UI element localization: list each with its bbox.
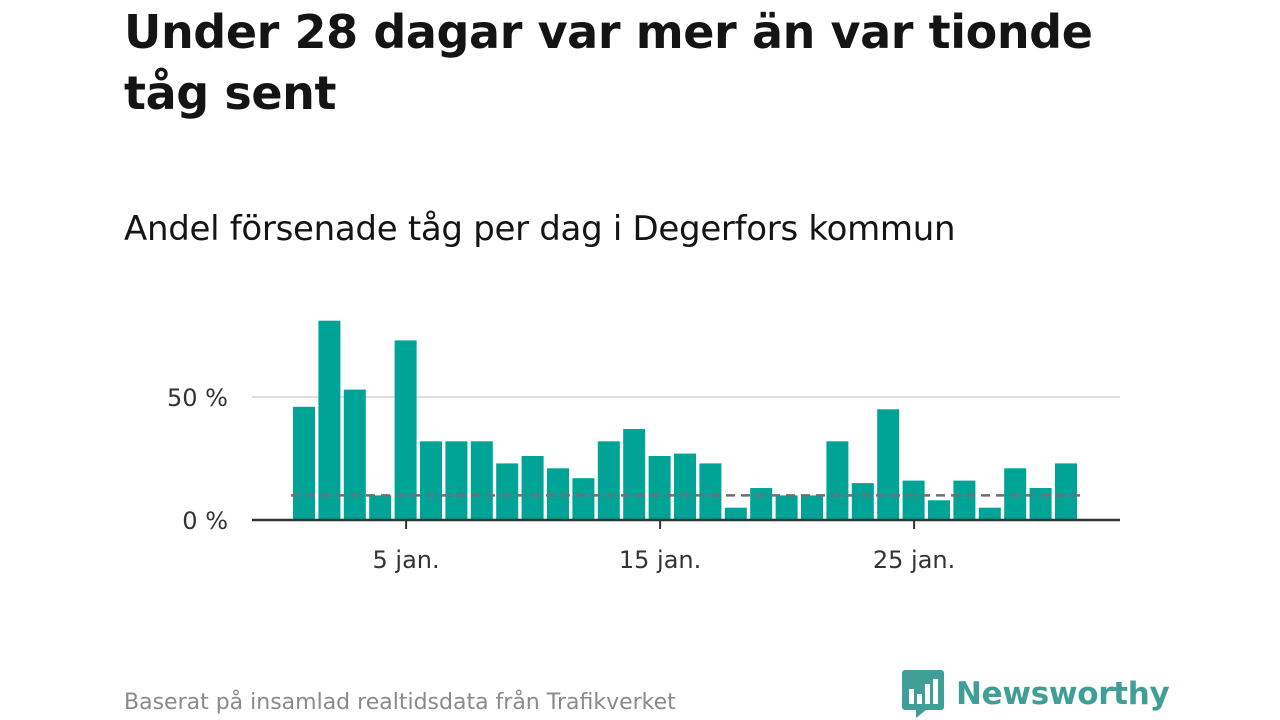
- x-axis: 5 jan. 15 jan. 25 jan.: [252, 518, 1120, 574]
- bar-day-21: [801, 495, 823, 520]
- y-axis-labels: 0 % 50 %: [167, 384, 228, 535]
- bars: [293, 320, 1077, 520]
- bar-day-26: [928, 500, 950, 520]
- bar-day-12: [572, 478, 595, 520]
- chart-title: Under 28 dagar var mer än var tionde tåg…: [124, 5, 1093, 120]
- chart-subtitle: Andel försenade tåg per dag i Degerfors …: [124, 209, 956, 249]
- bar-day-30: [1029, 488, 1052, 520]
- bar-day-23: [851, 483, 874, 520]
- bar-day-11: [547, 468, 569, 520]
- bar-day-22: [826, 441, 849, 520]
- bar-day-9: [496, 463, 519, 520]
- bar-day-4: [369, 495, 392, 520]
- bar-day-10: [521, 456, 544, 520]
- bar-day-27: [953, 480, 976, 520]
- source-note: Baserat på insamlad realtidsdata från Tr…: [124, 690, 676, 715]
- bar-day-31: [1055, 463, 1077, 520]
- bar-day-20: [775, 495, 798, 520]
- bar-day-16: [674, 453, 696, 520]
- x-tick-label: 15 jan.: [619, 546, 701, 574]
- x-tick-label: 25 jan.: [873, 546, 955, 574]
- brand-name: Newsworthy: [956, 676, 1170, 712]
- bar-day-24: [877, 409, 900, 520]
- bar-day-25: [902, 480, 925, 520]
- y-tick-label: 0 %: [182, 507, 228, 535]
- bar-day-8: [470, 441, 493, 520]
- y-tick-label: 50 %: [167, 384, 228, 412]
- bar-day-14: [623, 429, 646, 520]
- bar-day-3: [343, 389, 366, 520]
- bar-day-19: [750, 488, 773, 520]
- bar-day-2: [318, 320, 341, 520]
- bar-day-28: [978, 507, 1001, 520]
- x-tick-label: 5 jan.: [373, 546, 440, 574]
- bar-chart: 5 jan. 15 jan. 25 jan. 0 % 50 %: [167, 320, 1120, 574]
- bar-day-5: [394, 340, 417, 520]
- newsworthy-chart-bubble-icon: [902, 670, 944, 718]
- bar-day-13: [597, 441, 620, 520]
- newsworthy-logo: Newsworthy: [902, 670, 1170, 718]
- bar-day-18: [724, 507, 747, 520]
- bar-day-7: [445, 441, 468, 520]
- bar-day-1: [293, 406, 315, 520]
- bar-day-17: [699, 463, 722, 520]
- bar-day-6: [420, 441, 442, 520]
- bar-day-15: [648, 456, 671, 520]
